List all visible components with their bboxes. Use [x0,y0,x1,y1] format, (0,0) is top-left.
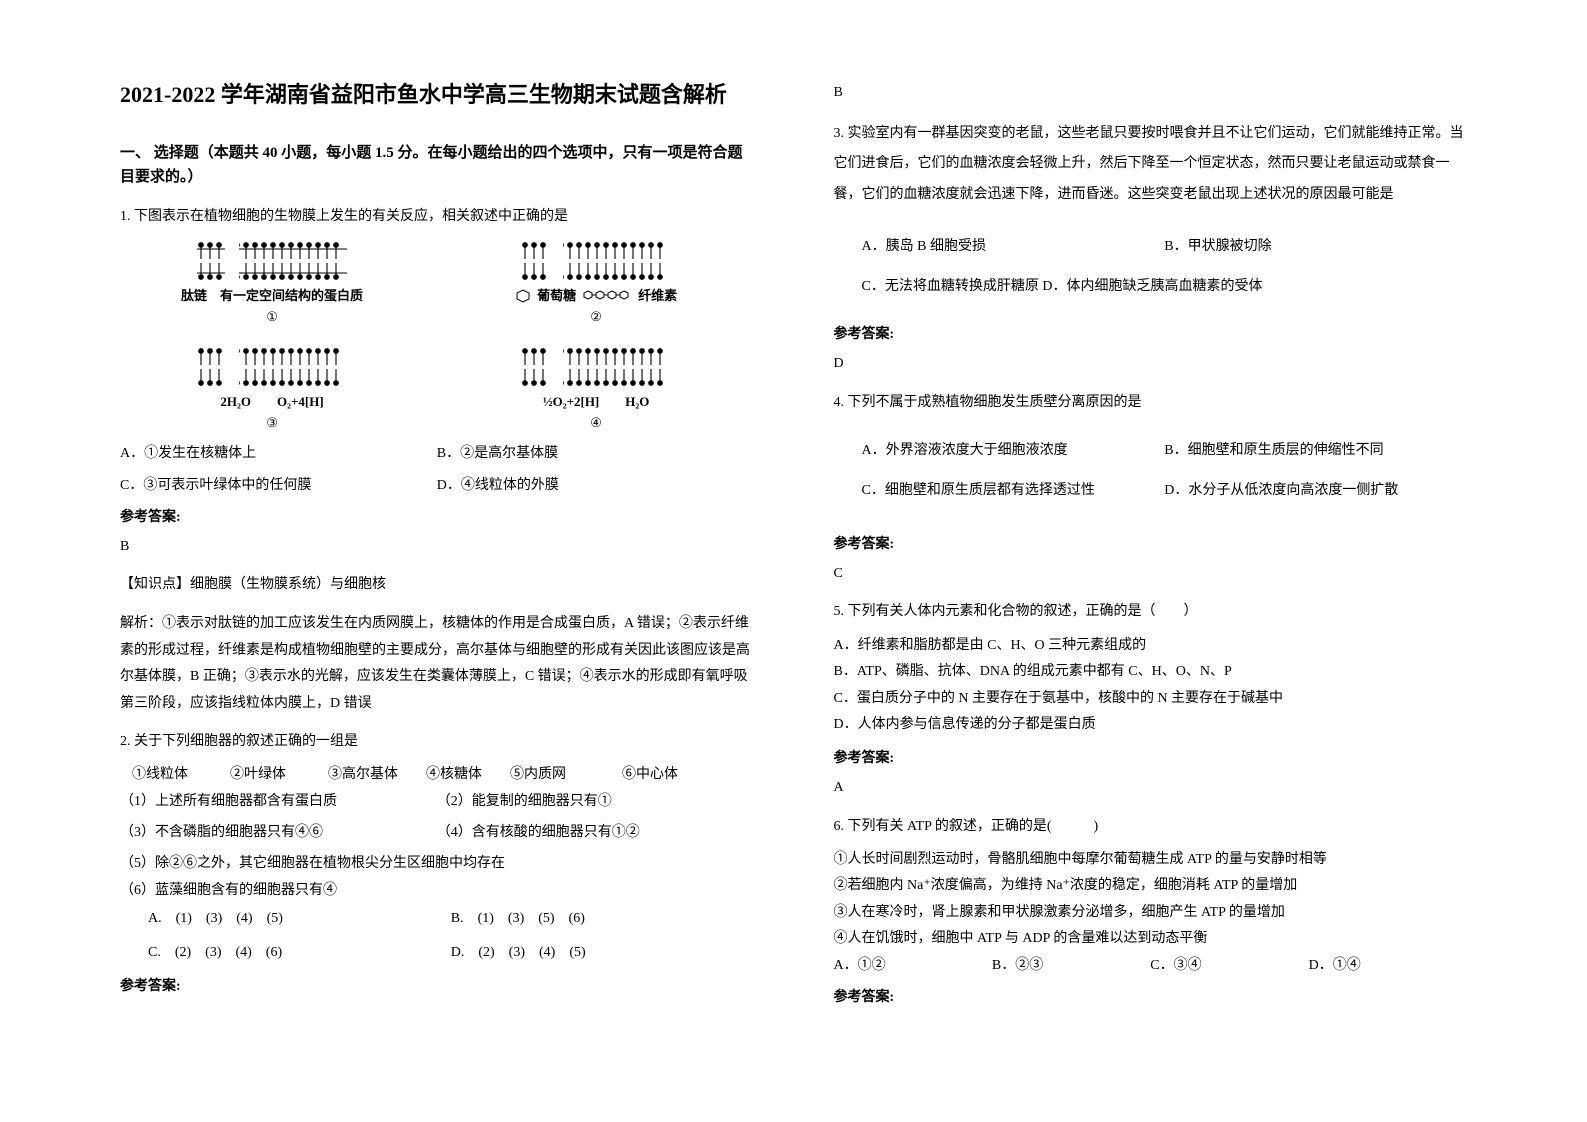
q6-opts: A．①② B．②③ C．③④ D．①④ [834,953,1468,978]
q6-s2: ②若细胞内 Na⁺浓度偏高，为维持 Na⁺浓度的稳定，细胞消耗 ATP 的量增加 [834,873,1468,900]
q2-s3: （5）除②⑥之外，其它细胞器在植物根尖分生区细胞中均存在 [120,851,754,878]
q4-opt-row2: C．细胞壁和原生质层都有选择透过性 D．水分子从低浓度向高浓度一侧扩散 [834,477,1468,505]
q4-answer: C [834,561,1468,588]
q3-optCD: C．无法将血糖转换成肝糖原 D．体内细胞缺乏胰高血糖素的受体 [834,273,1468,301]
q4-stem: 4. 下列不属于成熟植物细胞发生质壁分离原因的是 [834,390,1468,415]
q2-s1r: （2）能复制的细胞器只有① [437,789,754,814]
q6-answer-label: 参考答案: [834,986,1468,1006]
q4-optC: C．细胞壁和原生质层都有选择透过性 [862,477,1165,505]
q1-answer-label: 参考答案: [120,506,754,526]
d2-right: 纤维素 [638,287,677,305]
q3-answer: D [834,351,1468,378]
q5-answer-label: 参考答案: [834,747,1468,767]
q3-answer-label: 参考答案: [834,323,1468,343]
q4-answer-label: 参考答案: [834,533,1468,553]
d3-left: 2H₂O [220,394,251,409]
d2-left: 葡萄糖 [537,287,576,305]
q5-optB: B．ATP、磷脂、抗体、DNA 的组成元素中都有 C、H、O、N、P [834,659,1468,686]
q2-answer: B [834,80,1468,107]
q4-optB: B．细胞壁和原生质层的伸缩性不同 [1164,437,1467,465]
q3-stem: 3. 实验室内有一群基因突变的老鼠，这些老鼠只要按时喂食并且不让它们运动，它们就… [834,119,1468,211]
exam-title: 2021-2022 学年湖南省益阳市鱼水中学高三生物期末试题含解析 [120,80,754,111]
q2-s2r: （4）含有核酸的细胞器只有①② [437,820,754,845]
diagram-3-label: 2H₂O O₂+4[H] [120,393,424,411]
q2-s2l: （3）不含磷脂的细胞器只有④⑥ [120,820,437,845]
q2-sub-row2: （3）不含磷脂的细胞器只有④⑥ （4）含有核酸的细胞器只有①② [120,820,754,845]
membrane-icon: (function(){ var g=document.currentScrip… [187,345,357,389]
q6-optB: B．②③ [992,953,1150,978]
q1-optD: D．④线粒体的外膜 [437,473,754,498]
right-column: B 3. 实验室内有一群基因突变的老鼠，这些老鼠只要按时喂食并且不让它们运动，它… [794,80,1488,1082]
q6-s3: ③人在寒冷时，肾上腺素和甲状腺激素分泌增多，细胞产生 ATP 的量增加 [834,900,1468,927]
q1-options-row1: A．①发生在核糖体上 B．②是高尔基体膜 [120,441,754,466]
q6-optA: A．①② [834,953,992,978]
membrane-icon: (function(){ var g=document.currentScrip… [511,239,681,283]
diagram-4: (function(){ var g=document.currentScrip… [444,345,748,431]
q2-answer-label: 参考答案: [120,975,754,995]
q4-optD: D．水分子从低浓度向高浓度一侧扩散 [1164,477,1467,505]
d2-num: ② [444,309,748,325]
q5-optD: D．人体内参与信息传递的分子都是蛋白质 [834,712,1468,739]
q2-optC: C. (2) (3) (4) (6) [148,939,451,967]
membrane-icon: (function(){ var g=document.currentScrip… [511,345,681,389]
q2-optA: A. (1) (3) (4) (5) [148,905,451,933]
hexagon-icon [515,288,531,304]
q6-s1: ①人长时间剧烈运动时，骨骼肌细胞中每摩尔葡萄糖生成 ATP 的量与安静时相等 [834,847,1468,874]
q2-opt-row2: C. (2) (3) (4) (6) D. (2) (3) (4) (5) [120,939,754,967]
q2-sub-row1: （1）上述所有细胞器都含有蛋白质 （2）能复制的细胞器只有① [120,789,754,814]
q2-items: ①线粒体 ②叶绿体 ③高尔基体 ④核糖体 ⑤内质网 ⑥中心体 [120,762,754,789]
q1-diagrams: (function(){ var g=document.currentScrip… [120,239,754,431]
q1-options-row2: C．③可表示叶绿体中的任何膜 D．④线粒体的外膜 [120,473,754,498]
q2-optD: D. (2) (3) (4) (5) [451,939,754,967]
diagram-2-label: 葡萄糖 纤维素 [444,287,748,305]
q1-answer: B [120,534,754,561]
d4-left: ½O₂+2[H] [543,394,599,409]
q1-optC: C．③可表示叶绿体中的任何膜 [120,473,437,498]
q2-s1l: （1）上述所有细胞器都含有蛋白质 [120,789,437,814]
left-column: 2021-2022 学年湖南省益阳市鱼水中学高三生物期末试题含解析 一、 选择题… [100,80,794,1082]
q1-stem: 1. 下图表示在植物细胞的生物膜上发生的有关反应，相关叙述中正确的是 [120,204,754,229]
q1-optB: B．②是高尔基体膜 [437,441,754,466]
d1-left: 肽链 [181,288,207,303]
q3-optA: A．胰岛 B 细胞受损 [862,233,1165,261]
chain-icon [582,289,632,303]
q5-stem: 5. 下列有关人体内元素和化合物的叙述，正确的是（ ） [834,599,1468,624]
q6-stem: 6. 下列有关 ATP 的叙述，正确的是( ) [834,814,1468,839]
d3-right: O₂+4[H] [277,394,324,409]
diagram-2: (function(){ var g=document.currentScrip… [444,239,748,325]
d1-num: ① [120,309,424,325]
d3-num: ③ [120,415,424,431]
q6-s4: ④人在饥饿时，细胞中 ATP 与 ADP 的含量难以达到动态平衡 [834,926,1468,953]
section-1-header: 一、 选择题（本题共 40 小题，每小题 1.5 分。在每小题给出的四个选项中，… [120,141,754,189]
membrane-icon: (function(){ var g=document.currentScrip… [187,239,357,283]
q6-optC: C．③④ [1150,953,1308,978]
q3-optB: B．甲状腺被切除 [1164,233,1467,261]
q4-optA: A．外界溶液浓度大于细胞液浓度 [862,437,1165,465]
q2-s4: （6）蓝藻细胞含有的细胞器只有④ [120,878,754,905]
diagram-1-label: 肽链 有一定空间结构的蛋白质 [120,287,424,305]
q4-opt-row1: A．外界溶液浓度大于细胞液浓度 B．细胞壁和原生质层的伸缩性不同 [834,437,1468,465]
diagram-3: (function(){ var g=document.currentScrip… [120,345,424,431]
d1-right: 有一定空间结构的蛋白质 [220,288,363,303]
q1-optA: A．①发生在核糖体上 [120,441,437,466]
q5-optC: C．蛋白质分子中的 N 主要存在于氨基中，核酸中的 N 主要存在于碱基中 [834,686,1468,713]
d4-num: ④ [444,415,748,431]
q2-optB: B. (1) (3) (5) (6) [451,905,754,933]
q2-stem: 2. 关于下列细胞器的叙述正确的一组是 [120,729,754,754]
q1-kp: 【知识点】细胞膜（生物膜系统）与细胞核 [120,572,754,599]
q5-optA: A．纤维素和脂肪都是由 C、H、O 三种元素组成的 [834,633,1468,660]
q5-answer: A [834,775,1468,802]
d4-right: H₂O [625,394,649,409]
diagram-4-label: ½O₂+2[H] H₂O [444,393,748,411]
q2-opt-row1: A. (1) (3) (4) (5) B. (1) (3) (5) (6) [120,905,754,933]
q1-explain: 解析：①表示对肽链的加工应该发生在内质网膜上，核糖体的作用是合成蛋白质，A 错误… [120,611,754,717]
diagram-1: (function(){ var g=document.currentScrip… [120,239,424,325]
q3-opt-row1: A．胰岛 B 细胞受损 B．甲状腺被切除 [834,233,1468,261]
q6-optD: D．①④ [1309,953,1467,978]
